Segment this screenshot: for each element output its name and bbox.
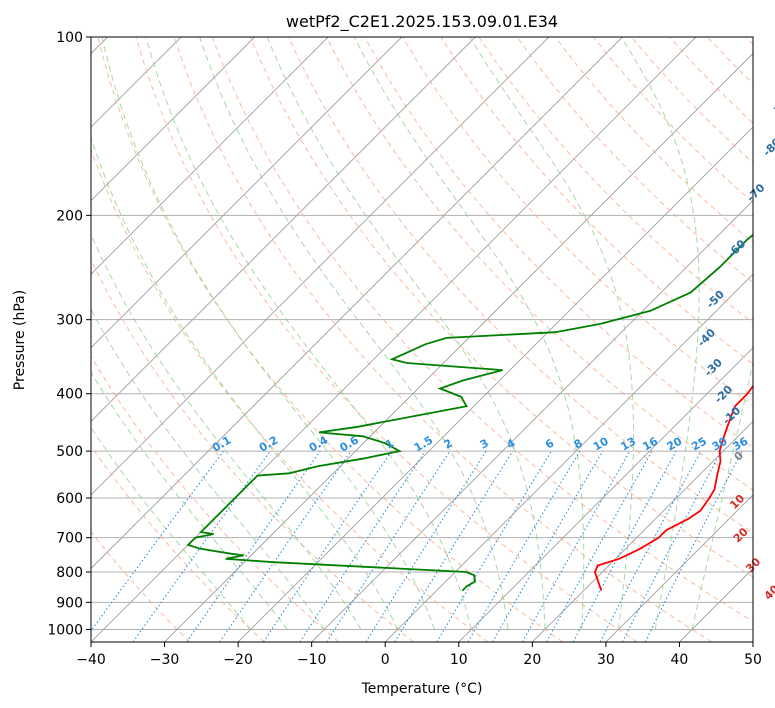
- isotherm-line: [91, 37, 623, 570]
- temperature-profile-line: [593, 384, 753, 591]
- x-tick-label: −20: [223, 652, 253, 668]
- x-tick-label: 30: [597, 652, 615, 668]
- isotherm-line: [237, 126, 753, 642]
- y-axis-label: Pressure (hPa): [12, 290, 28, 390]
- plot-area: [91, 37, 753, 642]
- mixing-ratio-lines: [91, 450, 743, 642]
- x-tick-label: 40: [671, 652, 689, 668]
- x-axis: −40 −30 −20 −10 0 10 20 30 40 50: [76, 642, 762, 668]
- x-tick-label: 20: [523, 652, 541, 668]
- mixing-ratio-line: [644, 450, 743, 642]
- mixing-ratio-line: [394, 450, 514, 642]
- moist-adiabat-line: [91, 136, 399, 630]
- isotherm-line: [91, 37, 476, 422]
- isotherm-line: [384, 273, 753, 642]
- mixing-ratio-line: [546, 450, 653, 642]
- dry-adiabat-label: 40: [762, 582, 775, 602]
- moist-adiabat-line: [199, 37, 509, 630]
- moist-adiabat-line: [91, 371, 288, 630]
- dry-adiabat-line: [135, 37, 638, 642]
- x-tick-label: −30: [150, 652, 180, 668]
- y-tick-label: 100: [56, 30, 83, 46]
- y-tick-label: 400: [56, 387, 83, 403]
- dry-adiabat-line: [173, 37, 713, 642]
- isotherm-line: [605, 494, 753, 642]
- dry-adiabat-line: [440, 37, 753, 365]
- y-tick-label: 600: [56, 491, 83, 507]
- profile-series: [186, 233, 753, 592]
- x-tick-label: 10: [450, 652, 468, 668]
- dry-adiabats: [91, 37, 753, 642]
- moist-adiabat-line: [469, 37, 634, 630]
- x-axis-label: Temperature (°C): [361, 681, 483, 697]
- x-tick-label: 0: [381, 652, 390, 668]
- moist-adiabat-line: [620, 37, 700, 630]
- mixing-ratio-line: [132, 450, 271, 642]
- moist-adiabat-line: [353, 37, 585, 630]
- x-tick-label: −10: [297, 652, 327, 668]
- y-tick-label: 300: [56, 313, 83, 329]
- dry-adiabat-line: [91, 445, 265, 642]
- plot-background: [91, 37, 753, 642]
- moist-adiabat-line: [91, 426, 252, 630]
- moist-adiabat-line: [145, 37, 472, 630]
- isotherm-line: [91, 37, 329, 275]
- moist-adiabat-line: [266, 37, 546, 630]
- y-tick-label: 700: [56, 531, 83, 547]
- isotherm-line: [91, 37, 403, 349]
- dry-adiabat-label: -80: [760, 135, 775, 158]
- dry-adiabat-line: [249, 37, 753, 578]
- y-tick-label: 1000: [47, 622, 83, 638]
- dry-adiabat-line: [91, 531, 191, 642]
- dry-adiabat-line: [516, 37, 753, 284]
- moist-adiabats: [91, 37, 753, 630]
- y-tick-label: 900: [56, 595, 83, 611]
- x-tick-label: −40: [76, 652, 106, 668]
- mixing-ratio-line: [299, 450, 426, 642]
- isotherm-line: [91, 37, 550, 496]
- plot-frame: [90, 36, 754, 643]
- dry-adiabat-line: [91, 148, 489, 642]
- moist-adiabat-line: [91, 233, 362, 630]
- dry-adiabat-line: [97, 37, 563, 642]
- isotherm-line: [752, 641, 753, 642]
- isotherm-line: [91, 37, 255, 202]
- dry-adiabat-line: [91, 355, 340, 642]
- mixing-ratio-line: [263, 450, 392, 642]
- isotherm-line: [532, 420, 753, 642]
- mixing-ratio-line: [572, 450, 677, 642]
- isotherm-line: [458, 347, 753, 642]
- chart-title: wetPf2_C2E1.2025.153.09.01.E34: [286, 12, 558, 32]
- y-axis: 1000 900 800 700 600 500 400 300 200 100: [47, 30, 91, 638]
- moist-adiabat-line: [691, 360, 753, 630]
- dry-adiabat-label: -90: [769, 90, 775, 113]
- x-tick-label: 50: [744, 652, 762, 668]
- moist-adiabat-line: [101, 37, 436, 630]
- dry-adiabat-line: [402, 37, 753, 407]
- y-tick-label: 800: [56, 565, 83, 581]
- dry-adiabat-line: [287, 37, 753, 534]
- mixing-ratio-line: [186, 450, 321, 642]
- mixing-ratio-line: [219, 450, 352, 642]
- y-tick-label: 200: [56, 208, 83, 224]
- moist-adiabat-line: [91, 308, 325, 630]
- mixing-ratio-line: [91, 450, 224, 632]
- y-tick-label: 500: [56, 444, 83, 460]
- dewpoint-profile-line: [186, 233, 753, 592]
- dry-adiabat-line: [211, 37, 753, 623]
- isotherm-line: [164, 52, 753, 642]
- mixing-ratio-line: [326, 450, 451, 642]
- mixing-ratio-line: [522, 450, 631, 642]
